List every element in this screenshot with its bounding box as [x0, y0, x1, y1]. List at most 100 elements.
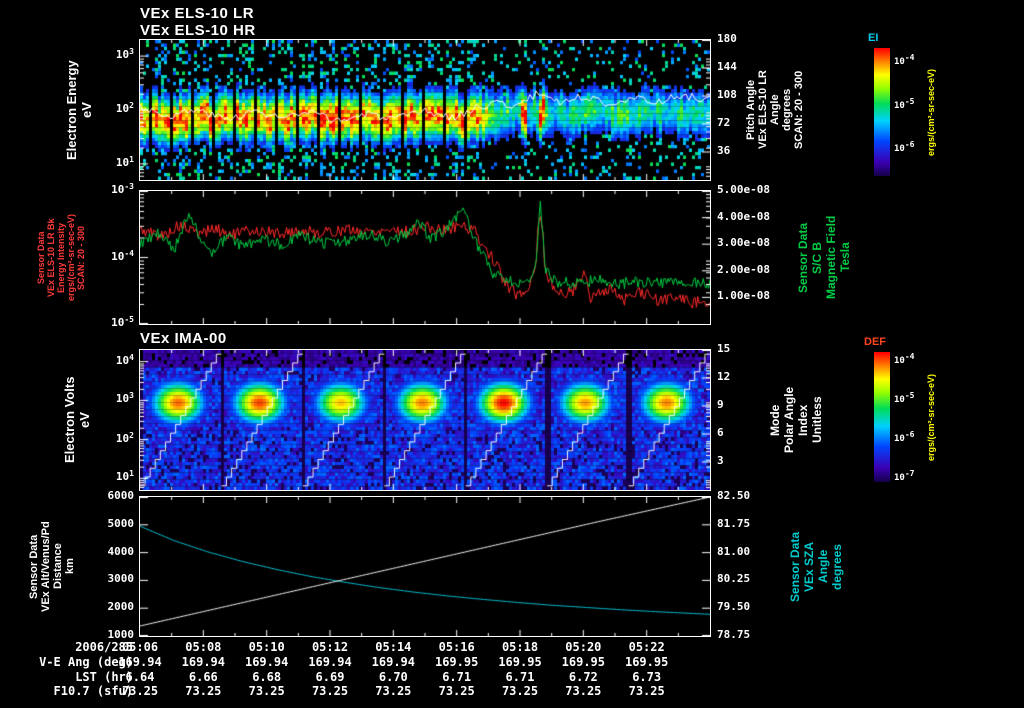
time-tick-label: 05:18 — [501, 640, 539, 654]
p1-right-axis-label-line: VEx ELS-10 LR — [757, 70, 769, 150]
p1-left-axis-label-line: Electron Energy — [64, 60, 79, 160]
ima-colorbar-label: DEF — [864, 336, 886, 348]
bottom-row-label: F10.7 (sfu) — [53, 684, 133, 698]
p4-left-tick: 1000 — [107, 628, 135, 641]
p3-right-tick: 12 — [717, 370, 731, 383]
time-tick-label: 05:12 — [311, 640, 349, 654]
bottom-row-value: 73.25 — [628, 684, 665, 698]
p4-right-tick: 79.50 — [717, 600, 751, 614]
time-tick-label: 05:08 — [185, 640, 222, 654]
p2-left-axis-label-line: Sensor Data — [36, 231, 46, 284]
p3-right-axis-label-line: Polar Angle — [782, 386, 796, 454]
bottom-row-label: LST (hr) — [75, 669, 133, 684]
p3-right-axis-label-line: Index — [796, 404, 810, 436]
bottom-row-value: 6.64 — [125, 669, 155, 684]
p4-right-tick: 82.50 — [717, 489, 751, 502]
els-spectrogram-panel — [139, 39, 711, 181]
p4-right-axis-label-line: Sensor Data — [788, 531, 802, 602]
intensity-bfield-canvas — [140, 191, 710, 324]
altitude-sza-panel — [139, 496, 711, 637]
p2-left-tick: 10-4 — [111, 248, 134, 263]
time-tick-label: 05:14 — [375, 640, 412, 654]
p1-right-tick: 144 — [717, 60, 737, 73]
time-tick-label: 05:22 — [628, 640, 665, 654]
p4-left-tick: 3000 — [107, 572, 135, 586]
p4-right-axis-label-line: VEx SZA — [802, 541, 816, 592]
cb3-units-label: ergs/(cm²-sr-sec-eV) — [926, 348, 936, 486]
p3-right-axis-label-line: Mode — [768, 404, 782, 436]
p4-left-tick: 6000 — [107, 489, 135, 502]
p2-right-tick: 4.00e-08 — [717, 209, 770, 223]
p1-right-axis-label-line: Pitch Angle — [745, 79, 757, 141]
bottom-row-value: 169.94 — [308, 655, 352, 669]
panel1-title-hr: VEx ELS-10 HR — [140, 22, 256, 39]
p4-left-axis-label: Sensor Data VEx Alt/Venus/Pd Distance km — [28, 497, 76, 636]
bottom-row-value: 169.95 — [498, 655, 542, 669]
p4-left-axis-label-line: Sensor Data — [28, 534, 40, 599]
p4-left-axis-label-line: Distance — [52, 543, 64, 590]
p1-right-tick: 108 — [717, 88, 737, 101]
p3-left-tick: 101 — [115, 469, 134, 484]
p2-left-axis-label-line: ergs/(cm²-sr-sec-eV) — [66, 213, 76, 302]
p1-left-tick: 101 — [115, 154, 134, 169]
p1-right-axis-label-line: degrees — [781, 88, 793, 132]
bottom-row-value: 73.25 — [185, 684, 222, 698]
bottom-row-value: 6.71 — [505, 669, 535, 684]
p1-right-axis-label-line: Angle — [769, 94, 781, 126]
p2-left-tick: 10-5 — [111, 315, 134, 329]
els-colorbar — [874, 48, 890, 176]
date-label: 2006/285 — [75, 640, 133, 654]
bottom-row-value: 6.66 — [188, 669, 218, 684]
time-tick-label: 05:06 — [121, 640, 159, 654]
p3-left-tick: 103 — [115, 391, 134, 406]
p4-right-tick: 81.00 — [717, 544, 751, 558]
p1-right-tick: 36 — [717, 144, 731, 157]
p4-right-tick: 80.25 — [717, 572, 751, 586]
p2-left-axis-label-line: Energy Intensity — [56, 222, 66, 293]
time-tick-label: 05:10 — [248, 640, 285, 654]
p2-right-tick: 1.00e-08 — [717, 289, 770, 303]
p2-left-axis-label-line: SCAN: 20 - 300 — [76, 225, 86, 290]
p4-left-axis-label-line: km — [64, 558, 76, 575]
p2-left-tick: 10-3 — [111, 182, 134, 196]
p4-right-tick: 81.75 — [717, 516, 751, 530]
bottom-row-value: 169.95 — [561, 655, 606, 669]
altitude-sza-canvas — [140, 497, 710, 636]
bottom-row-value: 73.25 — [501, 684, 539, 698]
bottom-row-value: 169.95 — [624, 655, 669, 669]
time-tick-label: 05:20 — [565, 640, 602, 654]
bottom-row-value: 73.25 — [375, 684, 412, 698]
p4-left-tick: 4000 — [107, 544, 135, 558]
p3-right-axis-label-line: Unitless — [810, 396, 824, 444]
bottom-row-value: 169.94 — [244, 655, 289, 669]
bottom-row-value: 73.25 — [248, 684, 285, 698]
p4-right-axis-label-line: Angle — [816, 549, 830, 584]
bottom-row-value: 169.94 — [371, 655, 416, 669]
p1-left-tick: 102 — [115, 101, 134, 115]
p1-right-axis-label: Pitch Angle VEx ELS-10 LR Angle degrees SCAN… — [745, 40, 805, 180]
p2-right-axis-label-line: Magnetic Field — [824, 215, 838, 300]
cb1-tick: 10-5 — [894, 96, 915, 111]
p2-right-tick: 3.00e-08 — [717, 236, 770, 250]
p2-right-tick: 2.00e-08 — [717, 262, 770, 276]
bottom-row-value: 6.71 — [442, 669, 472, 684]
bottom-row-value: 169.95 — [434, 655, 479, 669]
p3-right-tick: 6 — [717, 426, 724, 439]
bottom-row-value: 6.68 — [252, 669, 282, 684]
p2-left-axis-label: Sensor Data VEx ELS-10 LR Bk Energy Intens… — [36, 191, 86, 324]
els-colorbar-label: EI — [868, 32, 879, 44]
p3-right-axis-label: Mode Polar Angle Index Unitless — [768, 350, 824, 490]
cb3-tick: 10-4 — [894, 352, 915, 367]
bottom-row-value: 6.70 — [378, 669, 408, 684]
time-tick-label: 05:16 — [438, 640, 475, 654]
p1-left-axis-label: Electron Energy eV — [64, 40, 94, 180]
cb1-tick: 10-6 — [894, 140, 915, 155]
bottom-row-value: 73.25 — [121, 684, 159, 698]
bottom-row-value: 73.25 — [565, 684, 602, 698]
ima-spectrogram-canvas — [140, 350, 710, 490]
p3-right-tick: 3 — [717, 454, 724, 467]
panel1-title-lr: VEx ELS-10 LR — [140, 5, 255, 22]
cb3-tick: 10-5 — [894, 391, 915, 406]
p2-right-axis-label-line: S/C B — [810, 241, 824, 274]
